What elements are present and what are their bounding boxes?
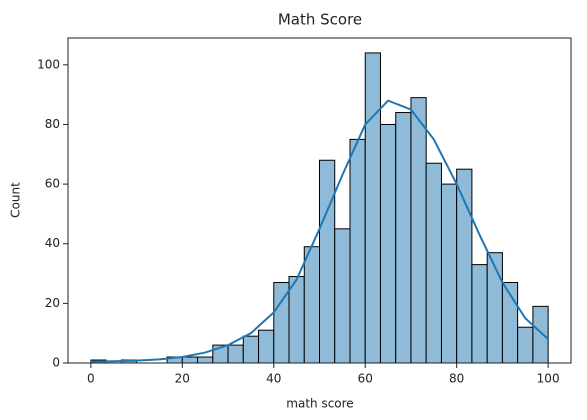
bar <box>319 159 336 364</box>
bar <box>440 183 458 364</box>
y-tick-label: 60 <box>45 177 60 191</box>
x-tick-label: 20 <box>175 372 190 386</box>
y-tick-label: 40 <box>45 236 60 250</box>
bar <box>471 264 488 364</box>
x-tick-label: 40 <box>266 372 281 386</box>
y-axis-label: Count <box>9 182 23 218</box>
x-tick-label: 60 <box>358 372 373 386</box>
y-tick-label: 0 <box>52 356 60 370</box>
bar <box>288 276 305 364</box>
y-tick-label: 20 <box>45 296 60 310</box>
bar <box>364 52 381 364</box>
bar <box>303 246 321 364</box>
kde-line <box>90 99 549 363</box>
bar <box>517 326 534 364</box>
bar <box>425 162 442 364</box>
bar <box>334 228 351 364</box>
x-tick-label: 100 <box>537 372 560 386</box>
bar <box>242 335 260 364</box>
x-tick-label: 0 <box>87 372 95 386</box>
bar <box>181 356 199 364</box>
bar <box>532 305 549 364</box>
bar <box>258 329 275 364</box>
bar <box>379 123 397 364</box>
chart-title: Math Score <box>278 11 362 29</box>
y-tick-label: 100 <box>37 57 60 71</box>
bar <box>395 112 412 364</box>
bar <box>456 168 473 364</box>
y-tick-label: 80 <box>45 117 60 131</box>
bar <box>486 252 503 364</box>
bar <box>197 356 214 364</box>
x-tick-label: 80 <box>449 372 464 386</box>
x-axis-label: math score <box>286 397 353 411</box>
bar <box>227 344 244 364</box>
bar <box>410 97 427 364</box>
bar <box>349 138 366 364</box>
plot-frame <box>67 37 572 364</box>
